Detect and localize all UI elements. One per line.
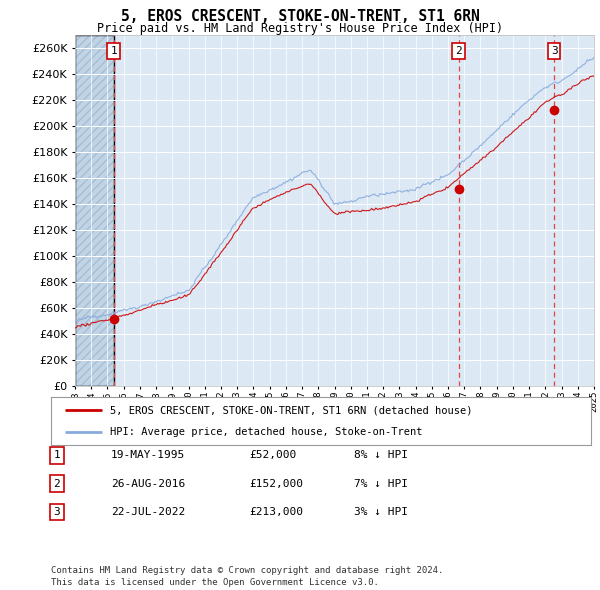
Text: 22-JUL-2022: 22-JUL-2022: [111, 507, 185, 517]
Text: 2: 2: [455, 46, 462, 56]
Text: £213,000: £213,000: [249, 507, 303, 517]
Text: 19-MAY-1995: 19-MAY-1995: [111, 451, 185, 460]
Text: 5, EROS CRESCENT, STOKE-ON-TRENT, ST1 6RN (detached house): 5, EROS CRESCENT, STOKE-ON-TRENT, ST1 6R…: [110, 405, 473, 415]
Text: 7% ↓ HPI: 7% ↓ HPI: [354, 479, 408, 489]
Text: 5, EROS CRESCENT, STOKE-ON-TRENT, ST1 6RN: 5, EROS CRESCENT, STOKE-ON-TRENT, ST1 6R…: [121, 9, 479, 24]
Text: 2: 2: [53, 479, 61, 489]
Text: HPI: Average price, detached house, Stoke-on-Trent: HPI: Average price, detached house, Stok…: [110, 427, 423, 437]
Text: 3: 3: [551, 46, 557, 56]
Text: 1: 1: [110, 46, 117, 56]
Text: Price paid vs. HM Land Registry's House Price Index (HPI): Price paid vs. HM Land Registry's House …: [97, 22, 503, 35]
Text: 3: 3: [53, 507, 61, 517]
Text: 1: 1: [53, 451, 61, 460]
Text: 8% ↓ HPI: 8% ↓ HPI: [354, 451, 408, 460]
Text: 26-AUG-2016: 26-AUG-2016: [111, 479, 185, 489]
Text: 3% ↓ HPI: 3% ↓ HPI: [354, 507, 408, 517]
Text: £152,000: £152,000: [249, 479, 303, 489]
Text: £52,000: £52,000: [249, 451, 296, 460]
Text: Contains HM Land Registry data © Crown copyright and database right 2024.
This d: Contains HM Land Registry data © Crown c…: [51, 566, 443, 587]
